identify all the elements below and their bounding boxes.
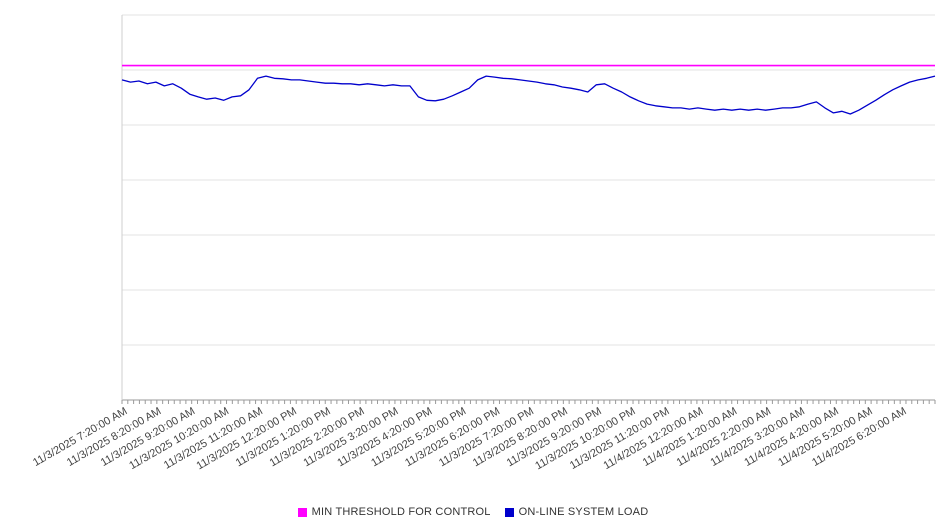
chart-legend: MIN THRESHOLD FOR CONTROL ON-LINE SYSTEM… [0,506,946,518]
threshold-swatch [297,507,307,517]
legend-label-system-load: ON-LINE SYSTEM LOAD [518,506,649,518]
system-load-swatch [504,507,514,517]
legend-item-system-load[interactable]: ON-LINE SYSTEM LOAD [504,506,649,518]
legend-item-threshold[interactable]: MIN THRESHOLD FOR CONTROL [297,506,491,518]
legend-label-threshold: MIN THRESHOLD FOR CONTROL [311,506,491,518]
